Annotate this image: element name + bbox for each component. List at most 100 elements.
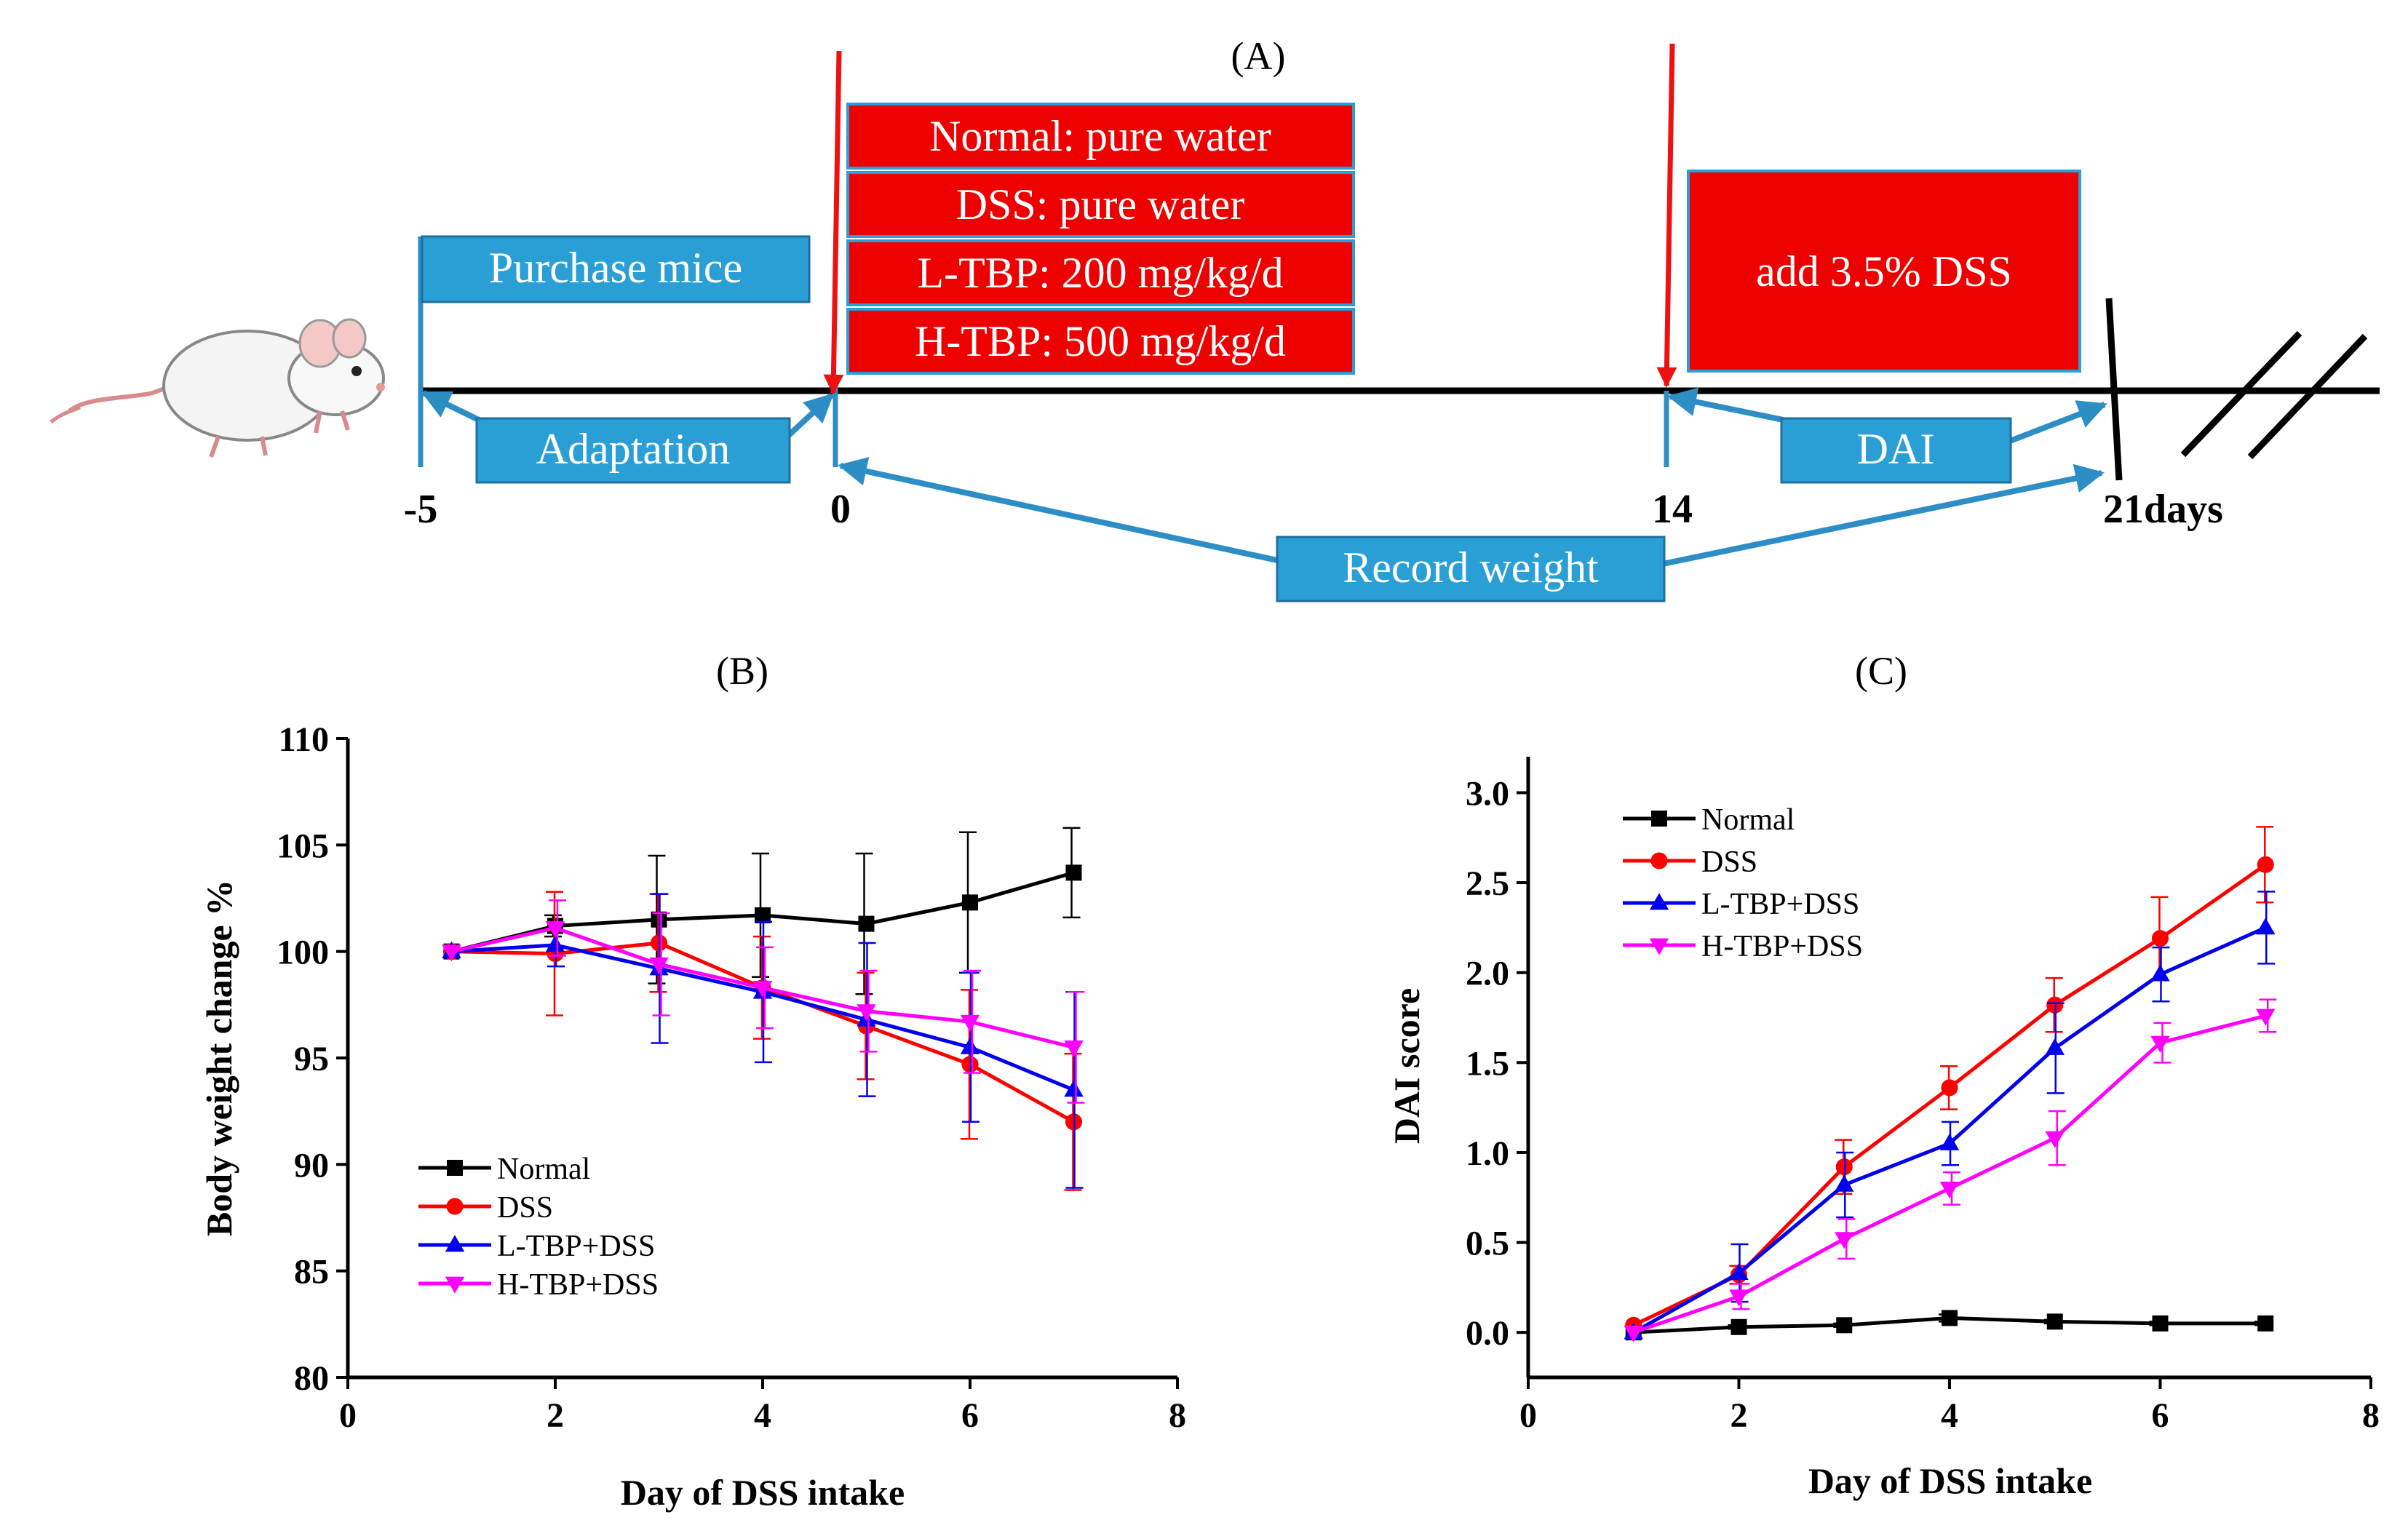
data-point: [1939, 1182, 1960, 1199]
legend-label: L-TBP+DSS: [497, 1230, 655, 1263]
data-point: [857, 1004, 876, 1022]
data-point: [1624, 1325, 1643, 1342]
legend-marker: [1649, 893, 1669, 910]
legend-item: L-TBP+DSS: [1623, 888, 1859, 921]
x-tick-label: 6: [2152, 1396, 2169, 1435]
x-tick-label: 2: [1730, 1396, 1748, 1435]
panel-c-label: (C): [1855, 649, 1907, 693]
timeline-end-marker: [2105, 298, 2123, 481]
panel-c-chart: (C) 0 2 4 6 8 0.0 0.5 1.0 1.5 2.0 2.5 3.0 Day of DS…: [1386, 649, 2380, 1501]
legend-label: L-TBP+DSS: [1701, 888, 1859, 921]
legend-label: DSS: [497, 1191, 553, 1225]
data-point: [1835, 1232, 1854, 1249]
legend-item: H-TBP+DSS: [1623, 930, 1863, 963]
legend-label: H-TBP+DSS: [497, 1268, 659, 1302]
y-tick-label: 1.5: [1466, 1044, 1509, 1083]
day-0: 0: [830, 487, 851, 532]
adaptation-label: Adaptation: [536, 425, 731, 473]
day-14: 14: [1652, 487, 1693, 532]
legend-marker: [445, 1276, 465, 1294]
data-point: [1729, 1262, 1749, 1280]
series-h-tbp-dss: [442, 899, 1085, 1104]
legend-label: H-TBP+DSS: [1701, 930, 1863, 963]
data-point: [1065, 864, 1082, 881]
data-point: [858, 915, 875, 932]
legend-marker: [446, 1198, 464, 1215]
panel-c-ylabel: DAI score: [1386, 988, 1427, 1144]
panel-b-chart: (B) 0 2 4 6 8 80 85 90 95 100 105 110 Day of DSS in…: [199, 649, 1186, 1513]
data-point: [962, 894, 978, 911]
data-point: [2150, 1035, 2170, 1053]
data-point: [2045, 1131, 2065, 1148]
y-tick-label: 0.5: [1466, 1225, 1509, 1263]
data-point: [2257, 856, 2274, 873]
x-tick-label: 0: [1519, 1396, 1537, 1435]
data-point: [1939, 1133, 1960, 1150]
adaptation-box: [475, 417, 791, 484]
group-normal: Normal: pure water: [929, 112, 1271, 160]
legend-item: DSS: [418, 1191, 553, 1225]
data-point: [1730, 1318, 1747, 1335]
red-arrow-day0: [823, 50, 844, 395]
series-normal: [1625, 1310, 2274, 1341]
panel-c-xlabel: Day of DSS intake: [1808, 1460, 2092, 1501]
legend-item: L-TBP+DSS: [418, 1230, 655, 1263]
data-point: [755, 907, 771, 923]
legend-marker: [1651, 811, 1667, 827]
legend-marker: [1649, 938, 1669, 955]
data-point: [2257, 1315, 2274, 1332]
data-point: [1941, 1079, 1958, 1097]
data-point: [1064, 1080, 1084, 1097]
record-weight-box: [1276, 536, 1666, 602]
data-point: [545, 935, 565, 952]
y-tick-label: 1.0: [1466, 1134, 1509, 1173]
day-minus5: -5: [404, 487, 438, 532]
data-point: [752, 981, 773, 998]
add-dss-box: [1687, 170, 2081, 373]
legend-item: Normal: [1623, 803, 1795, 837]
x-tick-label: 4: [1941, 1396, 1958, 1435]
y-tick-label: 0.0: [1466, 1314, 1509, 1353]
x-tick-label: 8: [1169, 1396, 1186, 1435]
day-21: 21days: [2103, 487, 2223, 532]
data-point: [1836, 1317, 1853, 1334]
data-point: [960, 1037, 980, 1054]
break-mark-2: [2247, 333, 2368, 460]
dai-box: [1780, 417, 2012, 484]
y-tick-label: 2.0: [1466, 955, 1509, 993]
y-tick-label: 90: [294, 1146, 329, 1185]
group-dss: DSS: pure water: [956, 180, 1245, 228]
legend-marker: [445, 1235, 465, 1252]
add-dss-label: add 3.5% DSS: [1756, 247, 2012, 295]
series-h-tbp-dss: [1624, 998, 2277, 1342]
data-point: [2256, 1008, 2276, 1026]
y-tick-label: 105: [277, 827, 329, 865]
data-point: [2045, 1038, 2065, 1055]
panel-a: (A) Pur: [49, 34, 2380, 602]
data-point: [960, 1014, 980, 1032]
data-point: [2150, 964, 2170, 982]
treatment-groups: Normal: pure water DSS: pure water L-TBP…: [846, 103, 1355, 375]
y-tick-label: 80: [294, 1359, 329, 1398]
panel-b-xlabel: Day of DSS intake: [621, 1472, 905, 1513]
panel-c-legend: Normal DSS L-TBP+DSS H-TBP+DSS: [1623, 803, 1863, 963]
data-point: [1835, 1174, 1854, 1192]
group-l-tbp: L-TBP: 200 mg/kg/d: [917, 249, 1283, 297]
panel-b-label: (B): [716, 649, 768, 693]
legend-label: Normal: [1701, 803, 1795, 837]
x-tick-label: 2: [547, 1396, 564, 1435]
legend-marker: [447, 1160, 463, 1176]
purchase-mice-label: Purchase mice: [489, 244, 742, 292]
legend-item: DSS: [1623, 845, 1757, 879]
legend-label: DSS: [1701, 845, 1757, 879]
legend-marker: [1650, 852, 1668, 870]
legend-item: H-TBP+DSS: [418, 1268, 659, 1302]
data-point: [2151, 930, 2169, 947]
data-point: [545, 921, 565, 939]
red-arrow-day14: [1656, 43, 1677, 388]
panel-b-ylabel: Body weight change %: [199, 880, 239, 1236]
data-point: [2046, 1313, 2063, 1330]
mouse-illustration: [49, 318, 385, 458]
panel-a-label: (A): [1231, 34, 1286, 78]
series-l-tbp-dss: [442, 893, 1084, 1189]
